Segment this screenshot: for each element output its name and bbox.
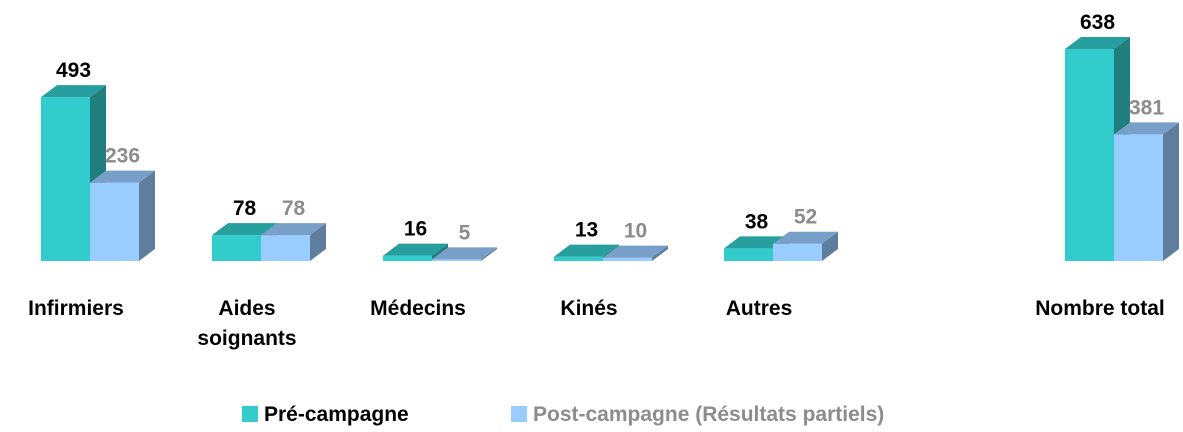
bar-front xyxy=(1065,49,1114,261)
data-label: 5 xyxy=(459,221,471,244)
bar-front xyxy=(90,182,139,261)
bar-top xyxy=(261,223,326,236)
bar-top xyxy=(212,223,277,236)
data-label: 38 xyxy=(745,210,769,233)
legend-swatch xyxy=(242,406,258,422)
bar-side xyxy=(310,223,326,261)
bar-top xyxy=(90,170,155,183)
bar-front xyxy=(603,257,652,261)
x-tick-label: Autres xyxy=(725,297,793,320)
bar-side xyxy=(139,170,155,261)
bar xyxy=(773,231,838,261)
legend-label: Post-campagne (Résultats partiels) xyxy=(533,403,884,426)
data-label: 638 xyxy=(1080,11,1115,34)
data-label: 493 xyxy=(56,59,91,82)
data-label: 52 xyxy=(794,206,817,229)
bar-top xyxy=(603,245,668,258)
bar-top xyxy=(432,247,497,260)
bar-front xyxy=(1114,134,1163,261)
bar-side xyxy=(1163,122,1179,261)
bar-front xyxy=(724,248,773,261)
bar-front xyxy=(212,235,261,261)
bar xyxy=(383,243,448,261)
bar xyxy=(90,170,155,261)
data-label: 236 xyxy=(105,145,140,168)
bar xyxy=(1114,122,1179,261)
bar-side xyxy=(652,245,668,261)
x-tick-label: Médecins xyxy=(370,297,466,320)
data-label: 16 xyxy=(404,218,427,241)
bar-front xyxy=(261,235,310,261)
bar-top xyxy=(383,243,448,256)
x-tick-label: Kinés xyxy=(560,297,618,320)
bar-front xyxy=(383,255,432,261)
bar-top xyxy=(773,231,838,244)
bar-top xyxy=(724,236,789,249)
data-label: 78 xyxy=(282,197,306,220)
data-label: 13 xyxy=(575,219,598,242)
bar-top xyxy=(1065,37,1130,49)
bar-top xyxy=(41,85,106,98)
data-label: 10 xyxy=(624,220,647,243)
bar xyxy=(603,245,668,261)
bar-front xyxy=(554,256,603,261)
legend-swatch xyxy=(511,406,527,422)
bar-top xyxy=(554,244,619,257)
x-tick-label: Aides soignants xyxy=(197,297,297,350)
bar xyxy=(432,247,497,261)
bar-side xyxy=(822,231,838,261)
data-label: 78 xyxy=(233,197,257,220)
bar-front xyxy=(773,243,822,261)
bar-front xyxy=(432,259,481,261)
bar xyxy=(212,223,277,261)
bar-top xyxy=(1114,122,1179,135)
x-tick-label: Nombre total xyxy=(1035,297,1165,320)
bar xyxy=(261,223,326,261)
x-tick-label: Infirmiers xyxy=(28,297,124,320)
bar-side xyxy=(481,247,497,261)
data-label: 381 xyxy=(1129,96,1164,119)
bar-front xyxy=(41,97,90,261)
legend-label: Pré-campagne xyxy=(264,403,409,426)
